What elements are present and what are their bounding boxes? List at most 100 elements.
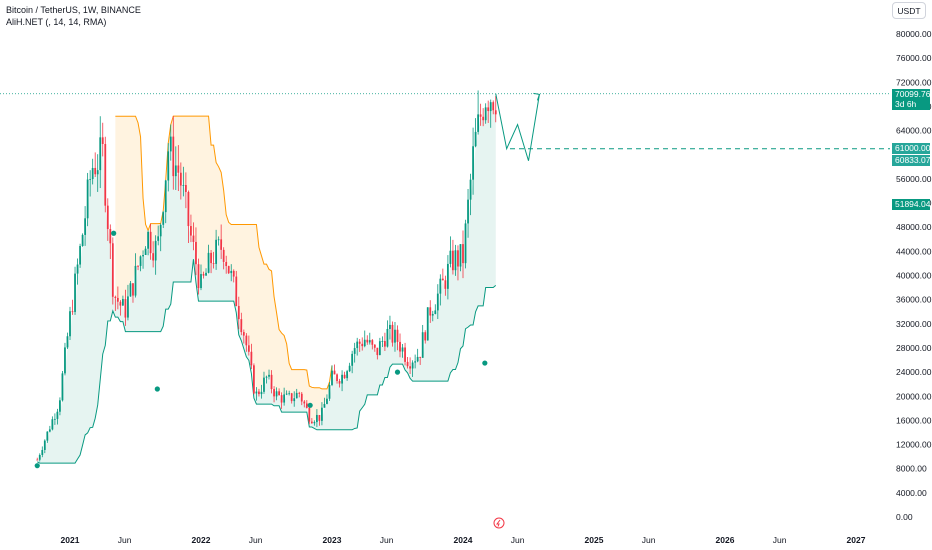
candle-body: [474, 131, 477, 147]
signal-dot: [307, 402, 313, 408]
y-tick-label: 8000.00: [896, 464, 927, 474]
candle-body: [270, 374, 273, 390]
candle-body: [406, 361, 409, 367]
candle-body: [424, 332, 427, 341]
candle-body: [295, 392, 298, 399]
candle-body: [482, 116, 485, 121]
indicator-title: AliH.NET (, 14, 14, RMA): [6, 17, 107, 27]
y-tick-label: 12000.00: [896, 440, 932, 450]
candle-body: [66, 336, 69, 348]
candle-body: [51, 419, 54, 430]
signal-dot: [394, 369, 401, 375]
candle-body: [149, 231, 152, 254]
candle-body: [177, 165, 180, 173]
candle-body: [265, 376, 268, 378]
candle-body: [303, 401, 306, 404]
candle-body: [142, 255, 144, 257]
x-tick-label: Jun: [642, 535, 656, 545]
x-tick-label: 2021: [61, 535, 80, 545]
candle-body: [268, 374, 270, 377]
currency-button[interactable]: USDT: [892, 2, 926, 19]
candle-body: [331, 370, 333, 386]
candle-body: [94, 167, 97, 175]
y-tick-label: 32000.00: [896, 319, 932, 329]
candle-body: [278, 391, 280, 396]
candle-body: [184, 185, 187, 192]
x-tick-label: 2027: [847, 535, 866, 545]
candle-body: [441, 278, 444, 281]
candle-body: [479, 114, 482, 117]
candle-body: [162, 212, 165, 225]
resistance-band-line: [115, 115, 333, 390]
price-badge: 60833.07: [892, 154, 930, 166]
candles: [36, 90, 497, 462]
candle-body: [48, 429, 51, 432]
candle-body: [368, 340, 371, 343]
candle-body: [280, 395, 283, 403]
candle-body: [358, 341, 361, 344]
candle-body: [89, 179, 92, 180]
candle-body: [492, 102, 495, 111]
price-badge: 70099.76: [892, 88, 930, 100]
event-flash-icon[interactable]: [493, 517, 505, 529]
candle-body: [315, 414, 318, 423]
candle-body: [79, 246, 81, 265]
price-badge: 61000.00: [892, 142, 930, 154]
candle-body: [454, 250, 457, 271]
candle-body: [386, 328, 389, 347]
candle-body: [202, 274, 205, 276]
candle-body: [371, 340, 374, 345]
x-tick-label: Jun: [511, 535, 525, 545]
candle-body: [457, 250, 459, 267]
candle-body: [36, 459, 39, 461]
y-tick-label: 36000.00: [896, 295, 932, 305]
y-tick-label: 76000.00: [896, 53, 932, 63]
candle-body: [164, 180, 167, 213]
candle-body: [366, 339, 369, 343]
candle-body: [240, 319, 243, 333]
candle-body: [247, 345, 250, 352]
candle-body: [210, 252, 212, 264]
candle-body: [147, 231, 149, 249]
projection-path: [495, 93, 540, 161]
signal-dot: [111, 230, 117, 236]
signal-dot: [34, 463, 40, 469]
candle-body: [285, 393, 288, 395]
candle-body: [172, 136, 175, 177]
x-tick-label: 2024: [454, 535, 473, 545]
candle-body: [220, 239, 223, 250]
candle-body: [341, 374, 343, 384]
y-tick-label: 20000.00: [896, 391, 932, 401]
price-badge: 3d 6h: [892, 98, 930, 110]
candle-body: [167, 151, 170, 181]
candle-body: [290, 393, 293, 402]
candle-body: [394, 329, 396, 343]
price-badge: 51894.04: [892, 198, 930, 210]
candle-body: [106, 205, 109, 230]
candle-body: [182, 185, 185, 186]
candle-body: [157, 236, 160, 241]
candle-body: [260, 391, 263, 395]
candle-body: [192, 235, 195, 242]
candle-body: [318, 414, 321, 421]
candle-body: [323, 403, 326, 408]
candle-body: [81, 234, 84, 247]
candle-body: [41, 449, 44, 455]
candle-body: [242, 332, 245, 336]
candle-body: [71, 311, 74, 313]
candle-body: [46, 431, 49, 441]
y-tick-label: 4000.00: [896, 488, 927, 498]
candle-body: [245, 335, 248, 346]
candle-body: [477, 114, 480, 132]
candle-body: [217, 239, 220, 241]
candle-body: [111, 243, 114, 297]
y-tick-label: 72000.00: [896, 77, 932, 87]
candle-body: [381, 341, 384, 342]
candle-body: [378, 341, 381, 356]
candle-body: [305, 403, 308, 408]
candle-body: [429, 307, 432, 316]
y-tick-label: 56000.00: [896, 174, 932, 184]
candle-body: [469, 179, 472, 200]
y-tick-label: 44000.00: [896, 246, 932, 256]
